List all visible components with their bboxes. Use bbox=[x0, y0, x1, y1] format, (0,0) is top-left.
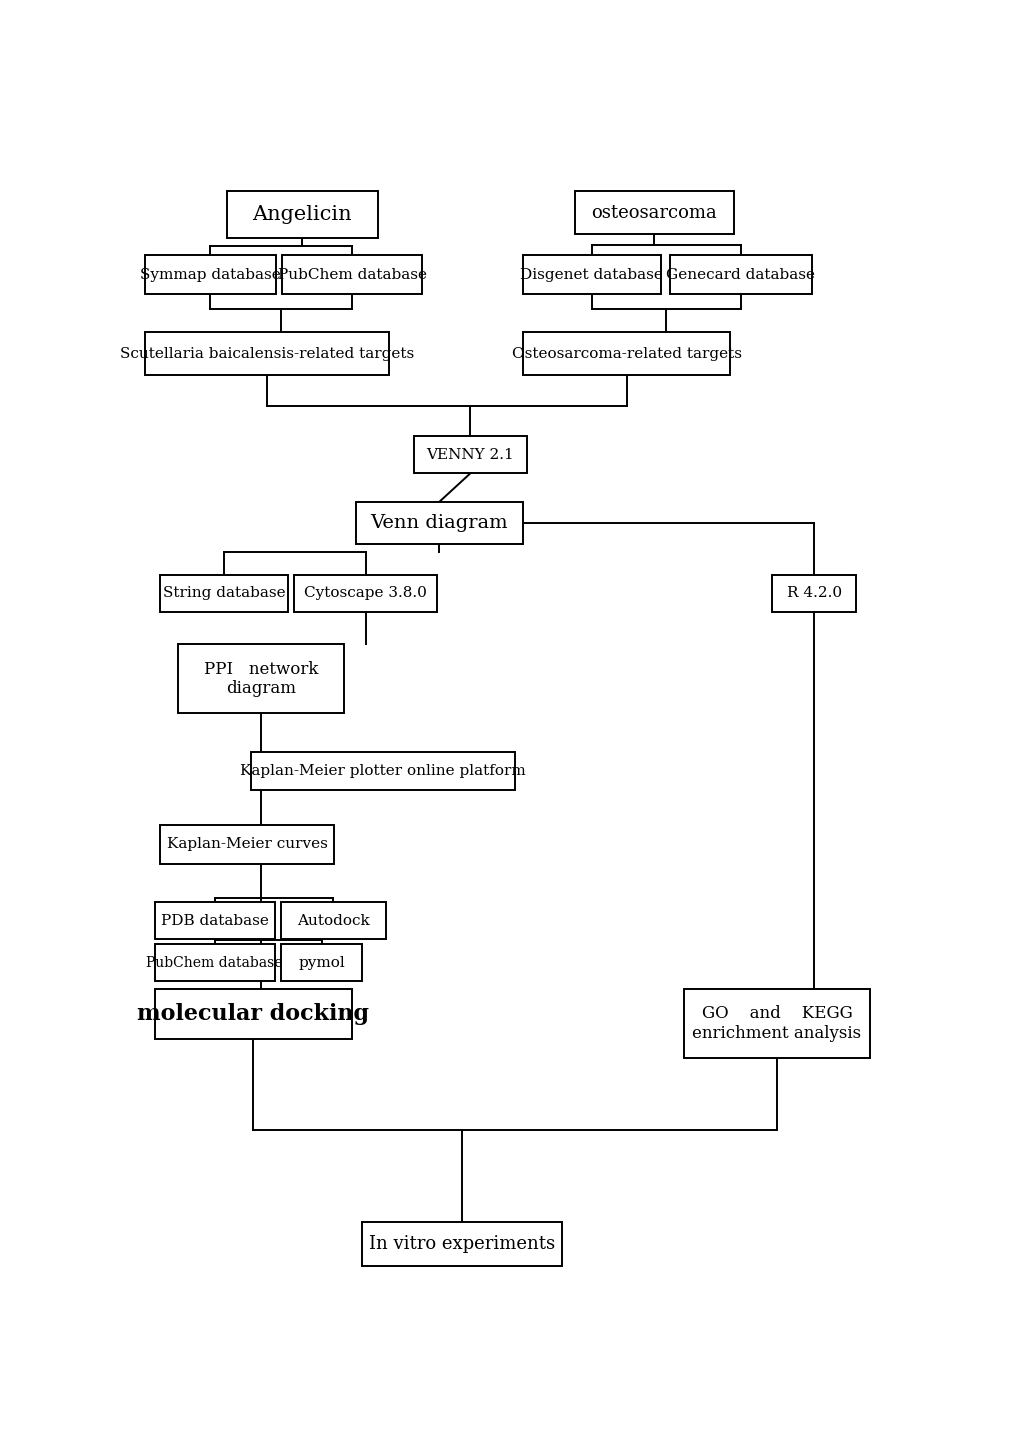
Text: GO    and    KEGG
enrichment analysis: GO and KEGG enrichment analysis bbox=[692, 1006, 861, 1043]
FancyBboxPatch shape bbox=[356, 502, 522, 544]
Text: PDB database: PDB database bbox=[161, 913, 268, 928]
Text: String database: String database bbox=[162, 586, 285, 601]
Text: molecular docking: molecular docking bbox=[138, 1003, 369, 1025]
Text: R 4.2.0: R 4.2.0 bbox=[786, 586, 841, 601]
Text: Angelicin: Angelicin bbox=[253, 205, 352, 224]
Text: Kaplan-Meier curves: Kaplan-Meier curves bbox=[167, 838, 327, 852]
Text: Osteosarcoma-related targets: Osteosarcoma-related targets bbox=[512, 348, 741, 361]
Text: Genecard database: Genecard database bbox=[665, 268, 814, 282]
Text: PubChem database: PubChem database bbox=[277, 268, 426, 282]
FancyBboxPatch shape bbox=[293, 574, 437, 612]
FancyBboxPatch shape bbox=[282, 256, 422, 294]
Text: PPI   network
diagram: PPI network diagram bbox=[204, 660, 318, 696]
Text: PubChem database: PubChem database bbox=[147, 955, 282, 970]
FancyBboxPatch shape bbox=[414, 436, 526, 473]
FancyBboxPatch shape bbox=[145, 256, 276, 294]
FancyBboxPatch shape bbox=[522, 256, 660, 294]
FancyBboxPatch shape bbox=[160, 574, 287, 612]
Text: Cytoscape 3.8.0: Cytoscape 3.8.0 bbox=[304, 586, 427, 601]
FancyBboxPatch shape bbox=[684, 989, 869, 1059]
Text: Autodock: Autodock bbox=[297, 913, 369, 928]
FancyBboxPatch shape bbox=[522, 333, 730, 375]
FancyBboxPatch shape bbox=[280, 945, 362, 981]
Text: pymol: pymol bbox=[298, 955, 344, 970]
FancyBboxPatch shape bbox=[574, 192, 733, 234]
FancyBboxPatch shape bbox=[362, 1221, 561, 1266]
FancyBboxPatch shape bbox=[155, 989, 352, 1040]
FancyBboxPatch shape bbox=[155, 901, 274, 939]
FancyBboxPatch shape bbox=[160, 824, 334, 864]
Text: VENNY 2.1: VENNY 2.1 bbox=[426, 448, 514, 462]
FancyBboxPatch shape bbox=[669, 256, 811, 294]
FancyBboxPatch shape bbox=[771, 574, 855, 612]
FancyBboxPatch shape bbox=[155, 945, 274, 981]
FancyBboxPatch shape bbox=[145, 333, 389, 375]
FancyBboxPatch shape bbox=[177, 644, 344, 714]
FancyBboxPatch shape bbox=[226, 192, 377, 237]
FancyBboxPatch shape bbox=[280, 901, 385, 939]
FancyBboxPatch shape bbox=[252, 752, 515, 791]
Text: Symmap database: Symmap database bbox=[140, 268, 280, 282]
Text: Scutellaria baicalensis-related targets: Scutellaria baicalensis-related targets bbox=[120, 348, 414, 361]
Text: Disgenet database: Disgenet database bbox=[520, 268, 662, 282]
Text: Venn diagram: Venn diagram bbox=[370, 513, 507, 532]
Text: Kaplan-Meier plotter online platform: Kaplan-Meier plotter online platform bbox=[240, 765, 526, 778]
Text: osteosarcoma: osteosarcoma bbox=[591, 204, 716, 221]
Text: In vitro experiments: In vitro experiments bbox=[369, 1234, 554, 1253]
